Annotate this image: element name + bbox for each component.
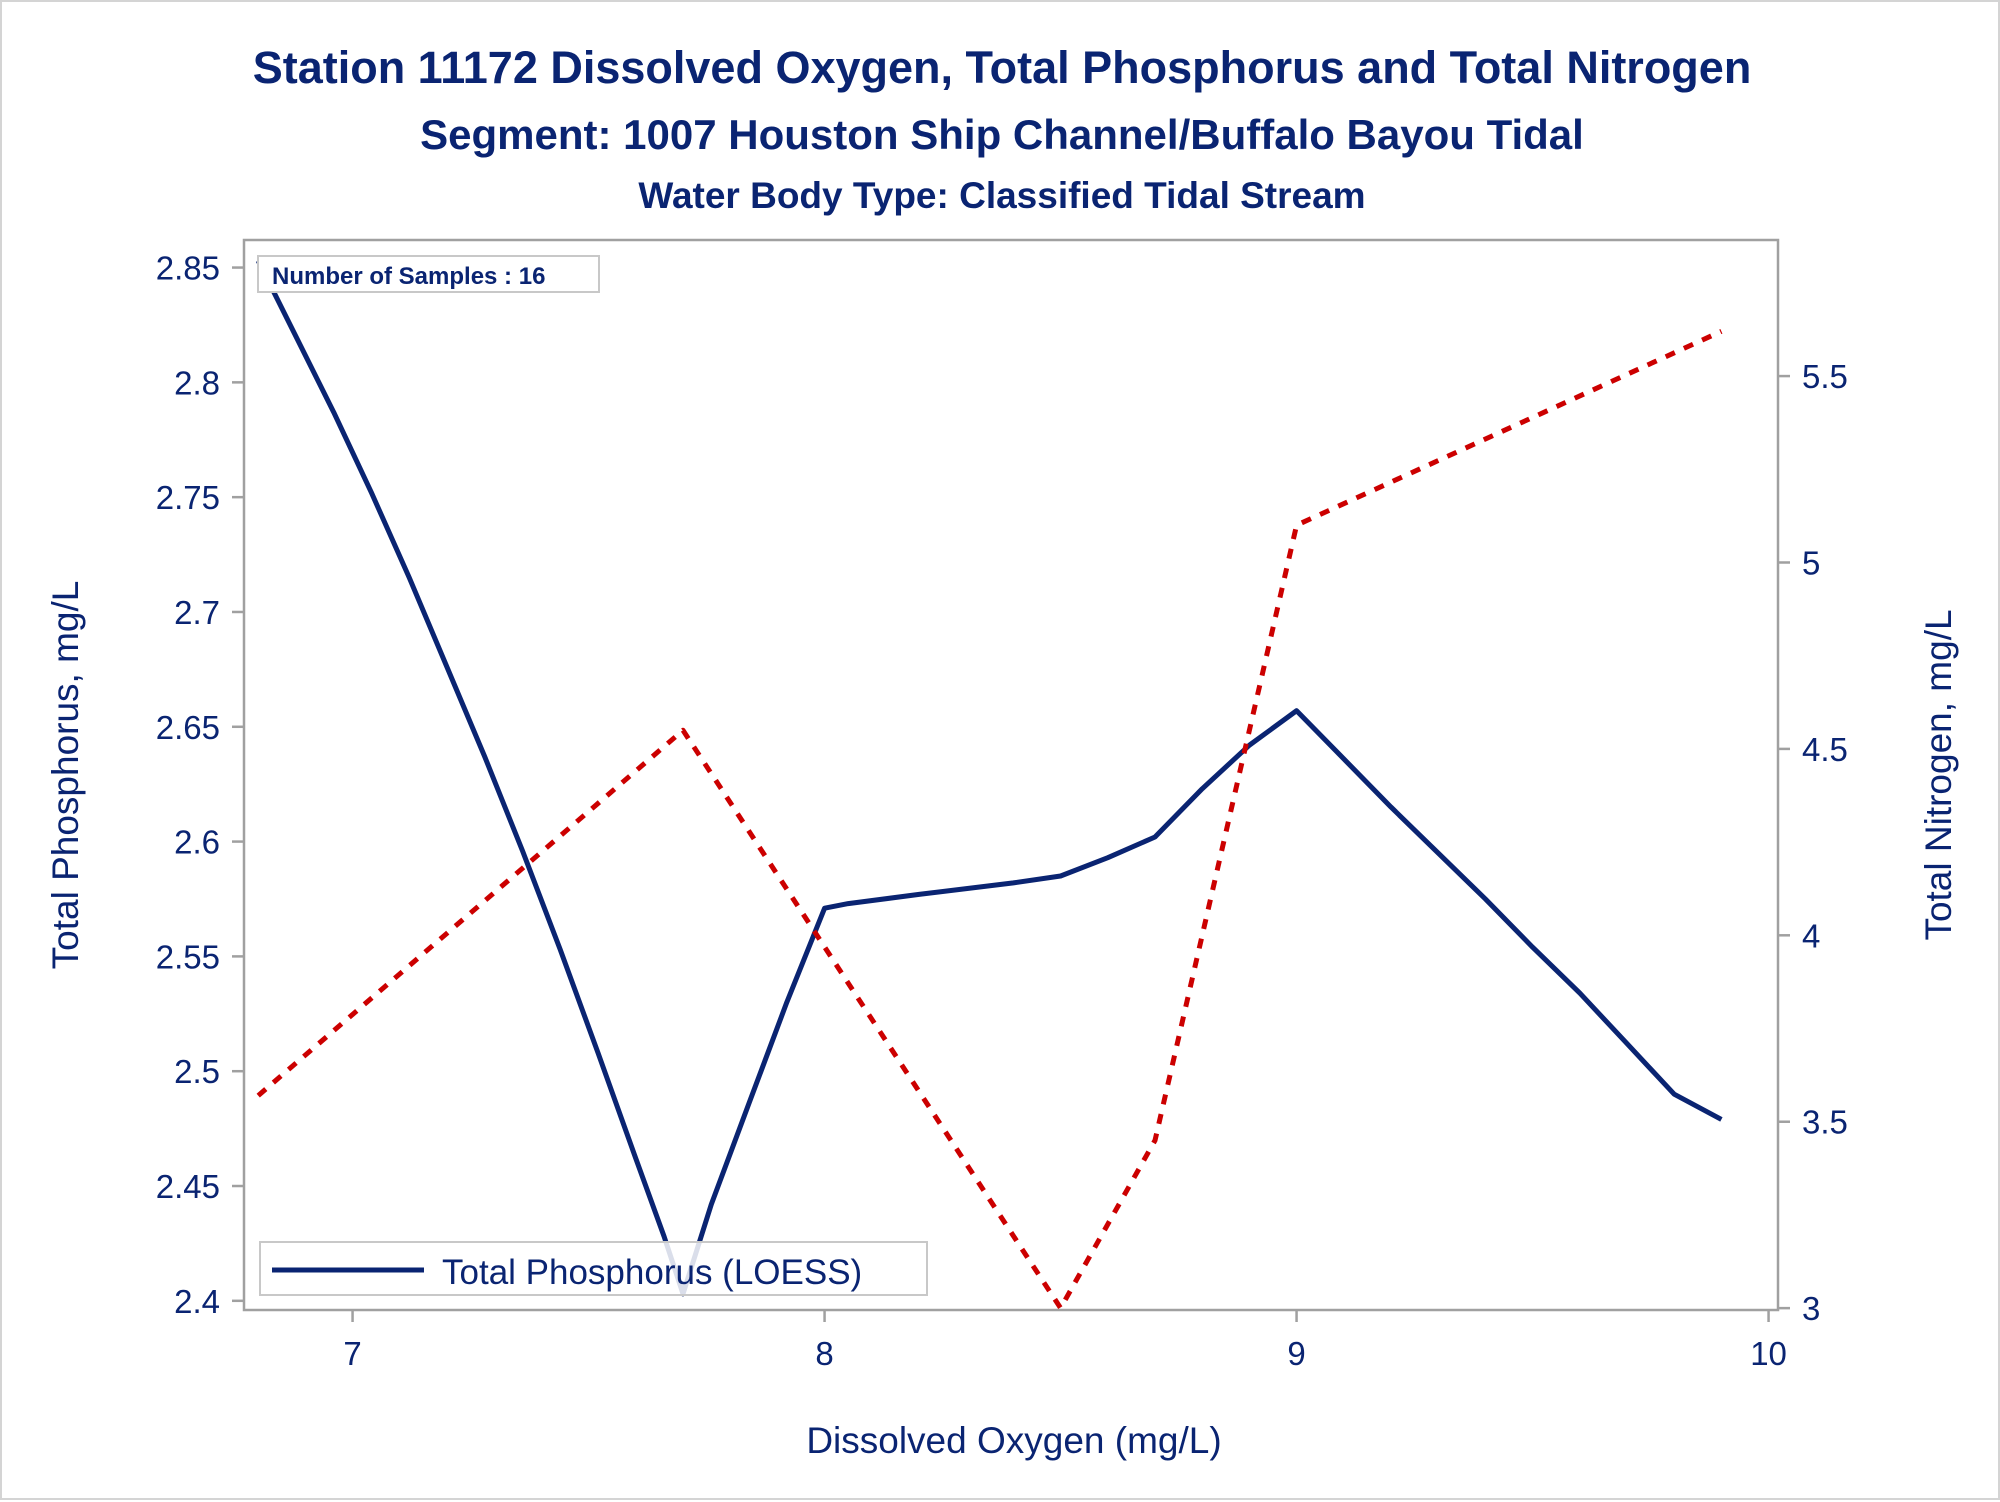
y-axis-left: 2.4 2.45 2.5 2.55 2.6 2.65 2.7 2.75 2.8 2.85 bbox=[156, 250, 244, 1320]
y2-tick-label: 3 bbox=[1802, 1290, 1820, 1327]
y-tick-label: 2.7 bbox=[174, 594, 220, 631]
y-tick-label: 2.45 bbox=[156, 1168, 220, 1205]
y-tick-label: 2.55 bbox=[156, 938, 220, 975]
y-tick-label: 2.65 bbox=[156, 709, 220, 746]
y2-axis-label: Total Nitrogen, mg/L bbox=[1918, 609, 1959, 940]
y-axis-right: 3 3.5 4 4.5 5 5.5 bbox=[1778, 358, 1848, 1327]
x-axis: 7 8 9 10 bbox=[343, 1310, 1787, 1372]
y2-tick-label: 4 bbox=[1802, 917, 1820, 954]
y-tick-label: 2.75 bbox=[156, 479, 220, 516]
x-axis-label: Dissolved Oxygen (mg/L) bbox=[806, 1420, 1221, 1461]
y2-tick-label: 4.5 bbox=[1802, 731, 1848, 768]
x-tick-label: 8 bbox=[815, 1335, 833, 1372]
x-tick-label: 10 bbox=[1750, 1335, 1787, 1372]
y-tick-label: 2.8 bbox=[174, 364, 220, 401]
legend-label-phosphorus: Total Phosphorus (LOESS) bbox=[442, 1253, 862, 1292]
chart-title: Station 11172 Dissolved Oxygen, Total Ph… bbox=[253, 42, 1752, 93]
y2-tick-label: 5.5 bbox=[1802, 358, 1848, 395]
series-layer bbox=[255, 259, 1723, 1311]
x-tick-label: 7 bbox=[343, 1335, 361, 1372]
y-tick-label: 2.85 bbox=[156, 250, 220, 287]
y-tick-label: 2.4 bbox=[174, 1283, 220, 1320]
nitrogen-series-line bbox=[256, 329, 1723, 1311]
chart-subtitle-2: Water Body Type: Classified Tidal Stream bbox=[638, 175, 1365, 216]
y-tick-label: 2.5 bbox=[174, 1053, 220, 1090]
y2-tick-label: 5 bbox=[1802, 544, 1820, 581]
phosphorus-series-line bbox=[255, 259, 1723, 1297]
sample-count-text: Number of Samples : 16 bbox=[272, 263, 545, 290]
chart-subtitle: Segment: 1007 Houston Ship Channel/Buffa… bbox=[420, 111, 1584, 158]
sample-count-annotation: Number of Samples : 16 bbox=[257, 255, 600, 293]
y-tick-label: 2.6 bbox=[174, 824, 220, 861]
x-tick-label: 9 bbox=[1287, 1335, 1305, 1372]
y-axis-label: Total Phosphorus, mg/L bbox=[45, 581, 86, 970]
legend: Total Phosphorus (LOESS) bbox=[259, 1241, 928, 1296]
y2-tick-label: 3.5 bbox=[1802, 1104, 1848, 1141]
plot-area bbox=[242, 238, 1780, 1312]
